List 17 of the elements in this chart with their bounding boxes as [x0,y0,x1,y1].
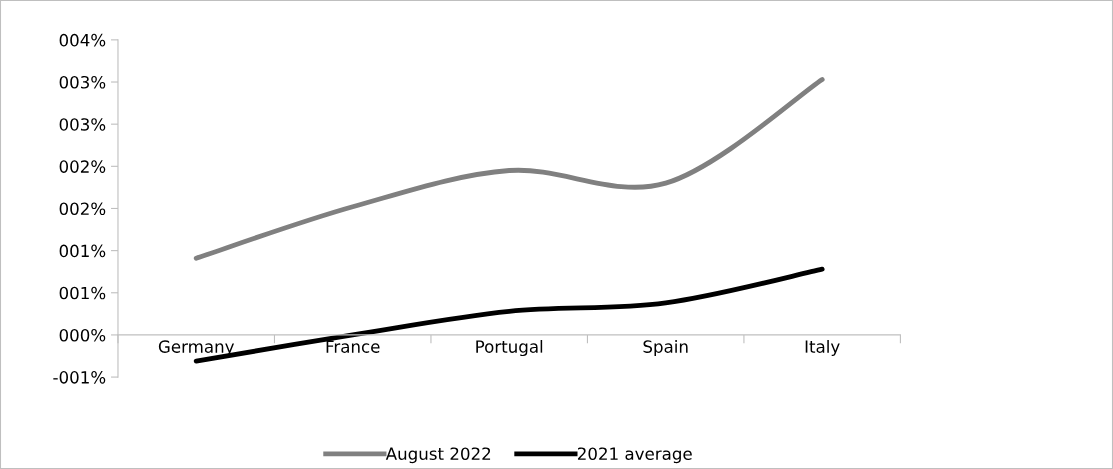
line-series [193,77,825,261]
x-tick-label: Germany [158,340,235,357]
y-tick-label: -001% [53,371,106,384]
x-tick-label: Spain [643,339,688,357]
x-tick-label: France [326,340,380,353]
y-tick-label: 000% [59,328,106,342]
y-tick-label: 003% [59,118,106,131]
y-tick-label: 001% [59,286,106,300]
x-tick-label: Portugal [476,339,543,357]
y-tick-label: 004% [59,33,106,47]
y-tick-label: 002% [59,202,106,216]
y-tick-label: 003% [59,75,106,89]
legend-label: August 2022 [385,447,491,464]
legend-label: 2021 average [577,447,692,464]
y-tick-label: 001% [59,244,106,258]
x-tick-label: Italy [805,339,840,357]
y-tick-label: 002% [59,160,106,173]
